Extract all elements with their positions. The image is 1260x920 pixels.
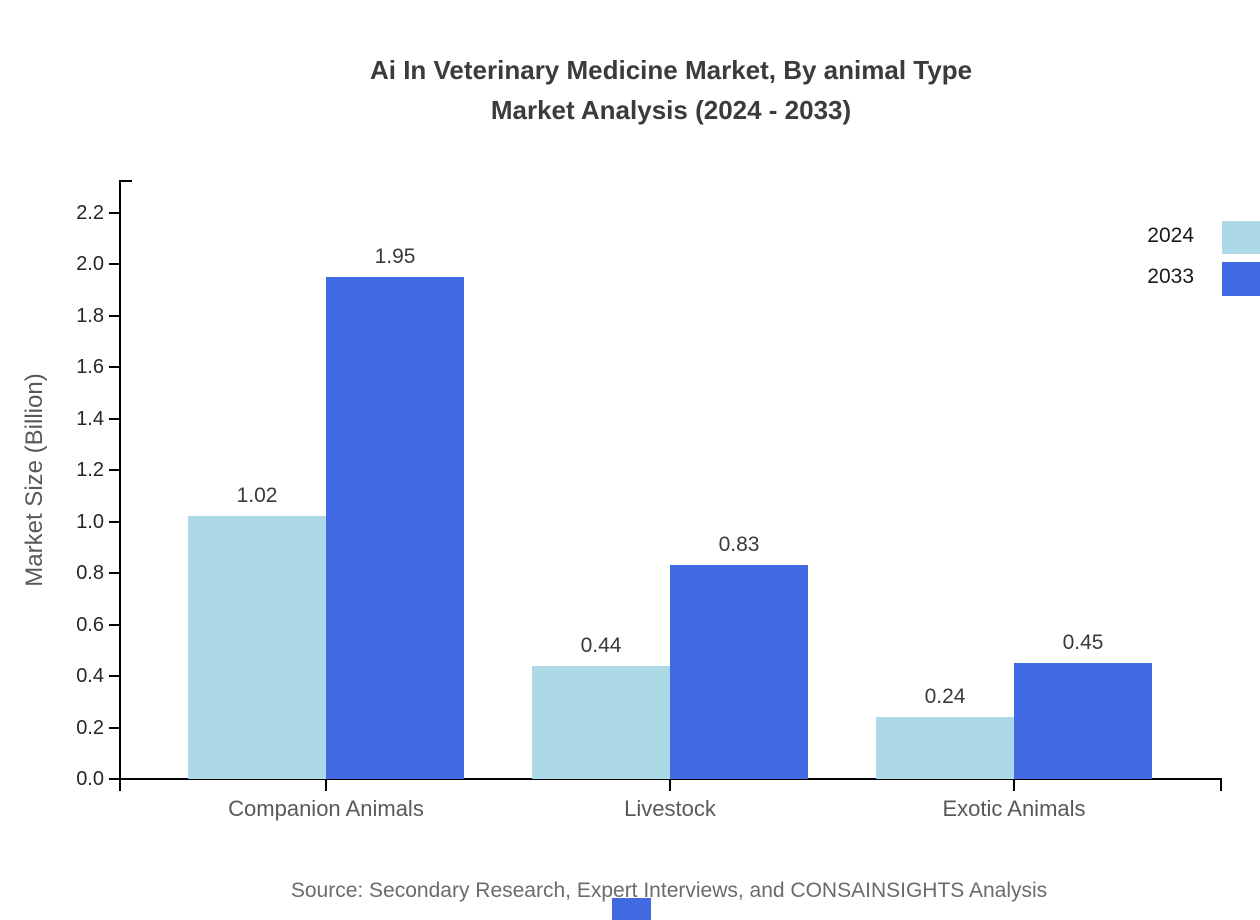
bar-2024 — [876, 717, 1014, 779]
x-category-label: Livestock — [624, 796, 716, 821]
y-tick-mark — [109, 623, 120, 626]
legend-swatch-2033 — [1222, 262, 1260, 296]
y-tick-mark — [109, 366, 120, 368]
y-tick-label: 1.4 — [76, 407, 104, 430]
bar-2033 — [326, 277, 464, 779]
y-tick-mark — [109, 726, 120, 729]
bar-value-label: 0.44 — [580, 634, 622, 657]
y-tick-mark — [109, 520, 120, 523]
source-attribution: Source: Secondary Research, Expert Inter… — [290, 879, 1048, 902]
legend-label-2033: 2033 — [1147, 265, 1194, 288]
bar-2024 — [532, 666, 670, 779]
y-tick-mark — [109, 263, 120, 265]
y-tick-label: 1.6 — [76, 356, 104, 378]
x-category-label: Exotic Animals — [942, 796, 1086, 821]
chart-title-line1: Ai In Veterinary Medicine Market, By ani… — [369, 55, 973, 85]
bar-2033 — [1014, 663, 1152, 779]
bar-2024 — [188, 516, 326, 779]
bar-value-label: 0.45 — [1062, 631, 1104, 654]
bar-2033 — [670, 565, 808, 779]
y-tick-label: 1.0 — [76, 510, 104, 533]
bar-value-label: 1.02 — [236, 484, 278, 507]
y-tick-mark — [109, 469, 120, 471]
bar-value-label: 0.24 — [924, 685, 966, 708]
y-tick-mark — [109, 572, 120, 574]
y-tick-label: 0.2 — [76, 716, 104, 739]
bar-value-label: 1.95 — [374, 245, 416, 268]
y-axis-spine — [119, 180, 121, 791]
y-tick-mark — [109, 211, 120, 214]
x-tick-mark — [1013, 779, 1015, 791]
y-axis-top-tick — [119, 180, 132, 182]
y-tick-label: 0.4 — [76, 665, 104, 687]
x-tick-mark — [325, 779, 327, 791]
legend-label-2024: 2024 — [1147, 224, 1194, 247]
y-tick-mark — [109, 314, 120, 317]
y-tick-label: 1.2 — [76, 459, 104, 481]
x-axis-end-tick — [1220, 778, 1222, 791]
chart-title: Ai In Veterinary Medicine Market, By ani… — [120, 50, 1222, 130]
y-tick-mark — [109, 675, 120, 677]
y-tick-label: 0.6 — [76, 613, 104, 636]
y-tick-label: 2.0 — [76, 253, 104, 275]
y-tick-mark — [109, 417, 120, 420]
x-tick-mark — [669, 779, 671, 791]
bar-value-label: 0.83 — [718, 533, 760, 556]
chart-title-line2: Market Analysis (2024 - 2033) — [490, 95, 852, 125]
x-category-label: Companion Animals — [228, 796, 424, 821]
y-tick-label: 2.2 — [76, 201, 104, 224]
y-tick-label: 0.8 — [76, 562, 104, 584]
y-tick-label: 0.0 — [76, 768, 104, 790]
legend-swatch-2024 — [1222, 221, 1260, 254]
y-tick-mark — [109, 778, 120, 780]
bottom-logo — [612, 898, 651, 920]
y-tick-label: 1.8 — [76, 304, 104, 327]
